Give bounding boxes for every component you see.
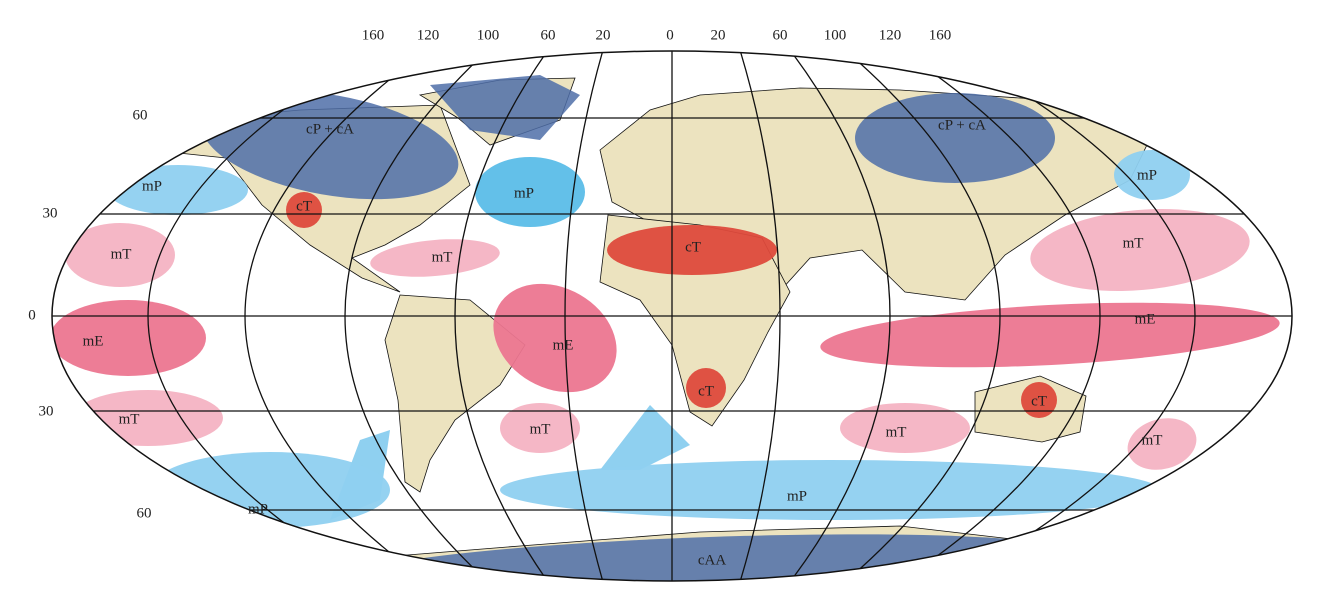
longitude-label: 160	[929, 27, 952, 43]
air-mass-label: cT	[685, 239, 701, 255]
meridian	[564, 51, 604, 581]
air-mass-label: mT	[119, 411, 140, 427]
longitude-label: 100	[477, 27, 500, 43]
longitude-label: 20	[711, 27, 726, 43]
longitude-label: 100	[824, 27, 847, 43]
meridian	[344, 51, 489, 581]
air-mass-area	[493, 283, 617, 393]
meridian	[454, 51, 549, 581]
meridian	[844, 51, 1001, 581]
air-mass-area	[108, 165, 248, 215]
longitude-label: 0	[666, 27, 674, 43]
air-mass-label: mP	[248, 501, 268, 517]
air-mass-area	[855, 93, 1055, 183]
air-mass-label: mE	[553, 337, 574, 353]
air-mass-area	[1114, 150, 1190, 200]
latitude-label: 60	[137, 505, 152, 521]
longitude-label: 60	[541, 27, 556, 43]
meridian	[739, 51, 781, 581]
air-mass-area	[73, 390, 223, 446]
air-mass-label: cP + cA	[306, 121, 354, 137]
air-mass-label: cT	[698, 383, 714, 399]
meridian	[899, 51, 1101, 581]
graticule	[52, 51, 1292, 581]
air-mass-label: mT	[432, 249, 453, 265]
air-mass-label: mT	[530, 421, 551, 437]
air-mass-label: mP	[514, 185, 534, 201]
air-mass-label: mT	[1142, 432, 1163, 448]
air-mass-area	[820, 302, 1280, 368]
latitude-label: 30	[39, 403, 54, 419]
air-mass-label: mE	[83, 333, 104, 349]
longitude-label: 160	[362, 27, 385, 43]
air-mass-label: mE	[1135, 311, 1156, 327]
meridian	[949, 51, 1196, 581]
air-mass-area	[500, 403, 580, 453]
latitude-label: 60	[133, 107, 148, 123]
air-mass-area	[500, 460, 1160, 520]
labels: 160 120 100 60 20 0 20 60 100 120 160 60 30 0 30 60 cP +…	[28, 27, 1162, 568]
air-mass-label: cT	[296, 198, 312, 214]
air-mass-area	[600, 405, 690, 470]
air-mass-label: mT	[1123, 235, 1144, 251]
air-mass-area	[52, 300, 206, 376]
meridian	[147, 51, 374, 581]
air-mass-label: cT	[1031, 393, 1047, 409]
air-mass-label: mT	[886, 424, 907, 440]
latitude-label: 30	[43, 205, 58, 221]
air-mass-area	[1030, 209, 1250, 291]
longitude-label: 60	[773, 27, 788, 43]
air-mass-area	[65, 223, 175, 287]
air-mass-area	[840, 403, 970, 453]
latitude-label: 0	[28, 307, 36, 323]
air-mass-label: mP	[142, 178, 162, 194]
air-mass-label: mP	[1137, 167, 1157, 183]
map-outline	[51, 50, 1293, 582]
air-mass-area	[1021, 382, 1057, 418]
air-mass-area	[1127, 418, 1197, 470]
air-mass-area	[686, 368, 726, 408]
air-mass-label: cP + cA	[938, 117, 986, 133]
air-mass-area	[430, 75, 580, 140]
air-mass-area	[370, 239, 500, 277]
air-mass-label: cAA	[698, 552, 726, 568]
air-mass-area	[150, 452, 390, 528]
air-mass-label: mT	[111, 246, 132, 262]
longitude-label: 20	[596, 27, 611, 43]
longitude-label: 120	[417, 27, 440, 43]
meridian	[244, 51, 429, 581]
air-mass-area	[286, 192, 322, 228]
air-mass-area	[607, 225, 777, 275]
air-mass-label: mP	[787, 488, 807, 504]
meridian	[789, 51, 891, 581]
air-mass-area	[475, 157, 585, 227]
longitude-label: 120	[879, 27, 902, 43]
